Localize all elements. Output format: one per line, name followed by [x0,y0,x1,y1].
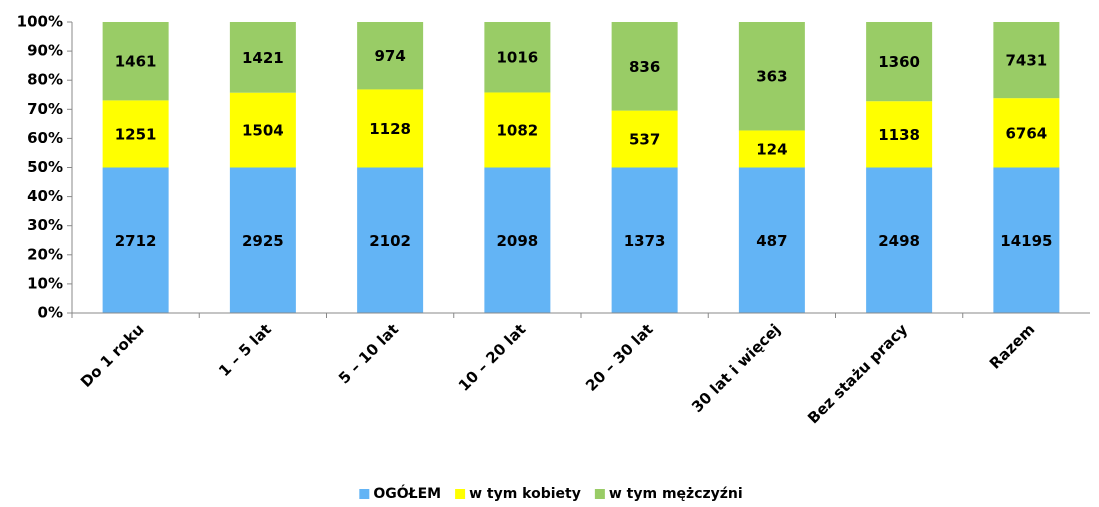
x-tick-label: 10 – 20 lat [455,320,530,395]
y-tick-label: 90% [27,42,63,60]
legend-swatch [455,489,466,499]
data-label: 2102 [369,232,411,250]
data-label: 1082 [497,121,539,139]
bar-segment [102,22,169,101]
bar-segment [866,167,933,313]
legend-label: w tym mężczyźni [609,486,743,502]
data-label: 1251 [115,125,157,143]
data-label: 1138 [878,126,920,144]
data-label: 1421 [242,49,284,67]
y-tick-label: 50% [27,158,63,176]
bar-segment [993,98,1060,168]
y-tick-label: 60% [27,129,63,147]
bar-segment [993,22,1060,99]
bar-segment [993,167,1060,313]
y-tick-label: 100% [17,13,63,31]
bar-segment [484,167,551,313]
legend-swatch [359,489,370,499]
bar-segment [102,167,169,313]
data-label: 1504 [242,122,284,140]
legend-label: w tym kobiety [469,486,581,502]
data-label: 1461 [115,53,157,71]
bar-segment [357,167,424,313]
data-label: 363 [756,68,787,86]
bar-segment [484,22,551,93]
x-tick-label: 20 – 30 lat [582,320,657,395]
x-tick-label: 1 – 5 lat [215,320,275,380]
bar-segment [357,22,424,90]
data-label: 2712 [115,232,157,250]
data-label: 2498 [878,232,920,250]
bar-segment [229,167,296,313]
legend-label: OGÓŁEM [373,484,441,502]
legend: OGÓŁEM w tym kobiety w tym mężczyźni [359,484,743,502]
bar-segment [357,89,424,168]
data-label: 6764 [1006,124,1048,142]
y-tick-label: 20% [27,245,63,263]
bar-segment [866,22,933,102]
data-label: 974 [374,47,405,65]
y-tick-label: 40% [27,187,63,205]
bar-segment [738,130,805,168]
y-tick-label: 70% [27,100,63,118]
data-label: 1016 [497,49,539,67]
bar-segment [738,22,805,131]
legend-swatch [594,489,605,499]
data-label: 836 [629,58,660,76]
data-label: 1360 [878,53,920,71]
y-tick-label: 80% [27,71,63,89]
bar-segment [484,92,551,168]
bar-segment [866,101,933,168]
bar-segment [229,92,296,168]
data-label: 2098 [497,232,539,250]
x-tick-label: 30 lat i więcej [688,320,784,416]
bar-segment [229,22,296,93]
x-tick-label: Bez stażu pracy [804,320,911,427]
y-tick-label: 30% [27,216,63,234]
bar-segment [611,167,678,313]
bar-segment [102,100,169,168]
x-tick-label: Do 1 roku [77,320,148,391]
y-tick-label: 0% [38,304,63,322]
bar-segment [738,167,805,313]
data-label: 537 [629,131,660,149]
data-label: 487 [756,232,787,250]
bar-segment [611,22,678,111]
x-tick-label: 5 – 10 lat [335,320,402,387]
data-label: 124 [756,140,787,158]
bar-segment [611,110,678,168]
data-label: 7431 [1006,52,1048,70]
data-label: 2925 [242,232,284,250]
data-label: 14195 [1000,232,1052,250]
data-label: 1128 [369,120,411,138]
y-tick-label: 10% [27,274,63,292]
data-label: 1373 [624,232,666,250]
x-tick-label: Razem [986,320,1038,372]
